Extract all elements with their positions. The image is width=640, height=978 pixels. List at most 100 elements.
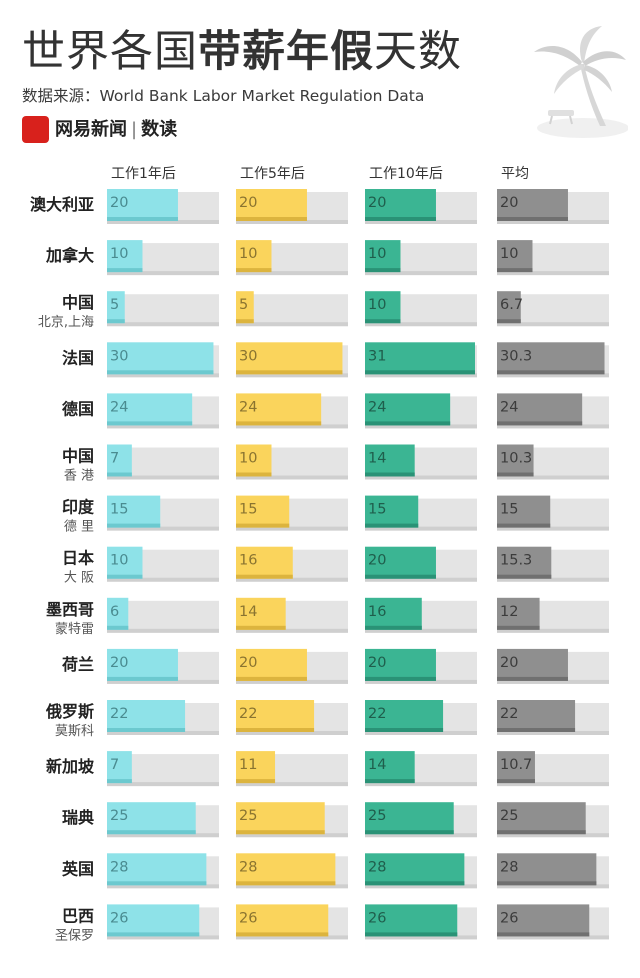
bar-shade — [365, 779, 415, 784]
bar-shade — [497, 217, 568, 221]
bar-track-shade — [107, 526, 219, 531]
bar-track-shade — [236, 424, 348, 429]
bar-track-shade — [236, 526, 348, 531]
bar-shade — [497, 779, 535, 784]
data-label: 20 — [368, 553, 386, 569]
bar-track-shade — [497, 577, 609, 582]
bar-shade — [365, 728, 444, 732]
bar-shade — [107, 830, 196, 835]
column-header: 工作5年后 — [240, 166, 305, 182]
column-header: 平均 — [501, 166, 529, 182]
title-part-3: 天数 — [374, 27, 462, 77]
data-label: 20 — [500, 195, 518, 211]
bar-track-shade — [107, 271, 219, 276]
bar-shade — [497, 574, 552, 579]
bar — [365, 189, 436, 221]
bar-track-shade — [365, 271, 477, 276]
data-label: 10 — [110, 246, 128, 262]
bar — [365, 393, 451, 426]
bar-track-shade — [107, 679, 219, 684]
bar-track-shade — [497, 322, 609, 327]
bar-track — [107, 294, 219, 327]
bar-shade — [107, 728, 186, 732]
bar-shade — [365, 523, 419, 528]
country-label: 日本 — [62, 549, 94, 568]
data-label: 25 — [239, 808, 257, 824]
bar-shade — [497, 881, 597, 886]
data-label: 6 — [110, 604, 119, 620]
data-label: 16 — [368, 604, 386, 620]
data-label: 20 — [239, 655, 257, 671]
bar-track-shade — [497, 884, 609, 889]
bar-shade — [236, 268, 272, 273]
bar-shade — [365, 268, 401, 273]
bar — [107, 342, 214, 375]
bar-shade — [365, 932, 458, 937]
bar-track-shade — [365, 679, 477, 684]
country-label: 巴西 — [62, 906, 94, 925]
palm-tree-icon — [534, 26, 628, 138]
bar — [107, 495, 161, 528]
data-label: 24 — [110, 399, 128, 415]
data-label: 15 — [368, 502, 386, 518]
country-label: 瑞典 — [62, 808, 94, 827]
bar — [107, 189, 178, 221]
data-label: 24 — [500, 399, 518, 415]
bar-shade — [497, 676, 568, 681]
data-label: 24 — [239, 399, 257, 415]
bar — [236, 904, 329, 937]
bar-track-shade — [107, 577, 219, 582]
bar — [497, 597, 540, 630]
bar — [107, 240, 143, 273]
bar-track-shade — [236, 577, 348, 582]
bar-track-shade — [107, 373, 219, 378]
bar-shade — [497, 830, 586, 835]
bar-shade — [365, 881, 465, 886]
bar-track-shade — [236, 731, 348, 735]
bar-shade — [365, 370, 475, 375]
bar — [365, 648, 436, 681]
data-label: 10 — [500, 246, 518, 262]
bar-track-shade — [107, 628, 219, 633]
data-label: 31 — [368, 348, 386, 364]
data-label: 12 — [500, 604, 518, 620]
bar-track-shade — [497, 373, 609, 378]
data-label: 10.3 — [500, 451, 532, 467]
bar — [497, 802, 586, 835]
bar-track-shade — [497, 424, 609, 429]
bar-shade — [236, 676, 307, 681]
data-label: 24 — [368, 399, 386, 415]
data-label: 7 — [110, 757, 119, 773]
bar — [365, 495, 419, 528]
country-label: 荷兰 — [62, 655, 94, 674]
netease-logo-icon — [22, 116, 49, 143]
bar — [107, 648, 178, 681]
bar — [365, 700, 444, 732]
bar-track-shade — [107, 782, 219, 787]
bar-track-shade — [365, 577, 477, 582]
bar-shade — [107, 421, 193, 426]
data-label: 28 — [239, 859, 257, 875]
bar-track-shade — [497, 833, 609, 838]
bar — [497, 546, 552, 579]
data-label: 10 — [239, 246, 257, 262]
bar-shade — [365, 472, 415, 477]
bar-track-shade — [365, 322, 477, 327]
bar — [107, 291, 125, 324]
bar-shade — [365, 319, 401, 324]
bar-track-shade — [497, 526, 609, 531]
bar-shade — [107, 268, 143, 273]
bar-track-shade — [365, 628, 477, 633]
bar-track-shade — [497, 475, 609, 480]
data-label: 22 — [500, 706, 518, 722]
bar-shade — [236, 932, 329, 937]
data-label: 10.7 — [500, 757, 532, 773]
column-header: 工作10年后 — [369, 166, 443, 182]
bar-shade — [107, 932, 200, 937]
bar-shade — [236, 574, 293, 579]
bar — [236, 291, 254, 324]
bar-shade — [107, 574, 143, 579]
data-label: 10 — [110, 553, 128, 569]
bar — [236, 853, 336, 886]
country-label: 法国 — [62, 348, 94, 367]
